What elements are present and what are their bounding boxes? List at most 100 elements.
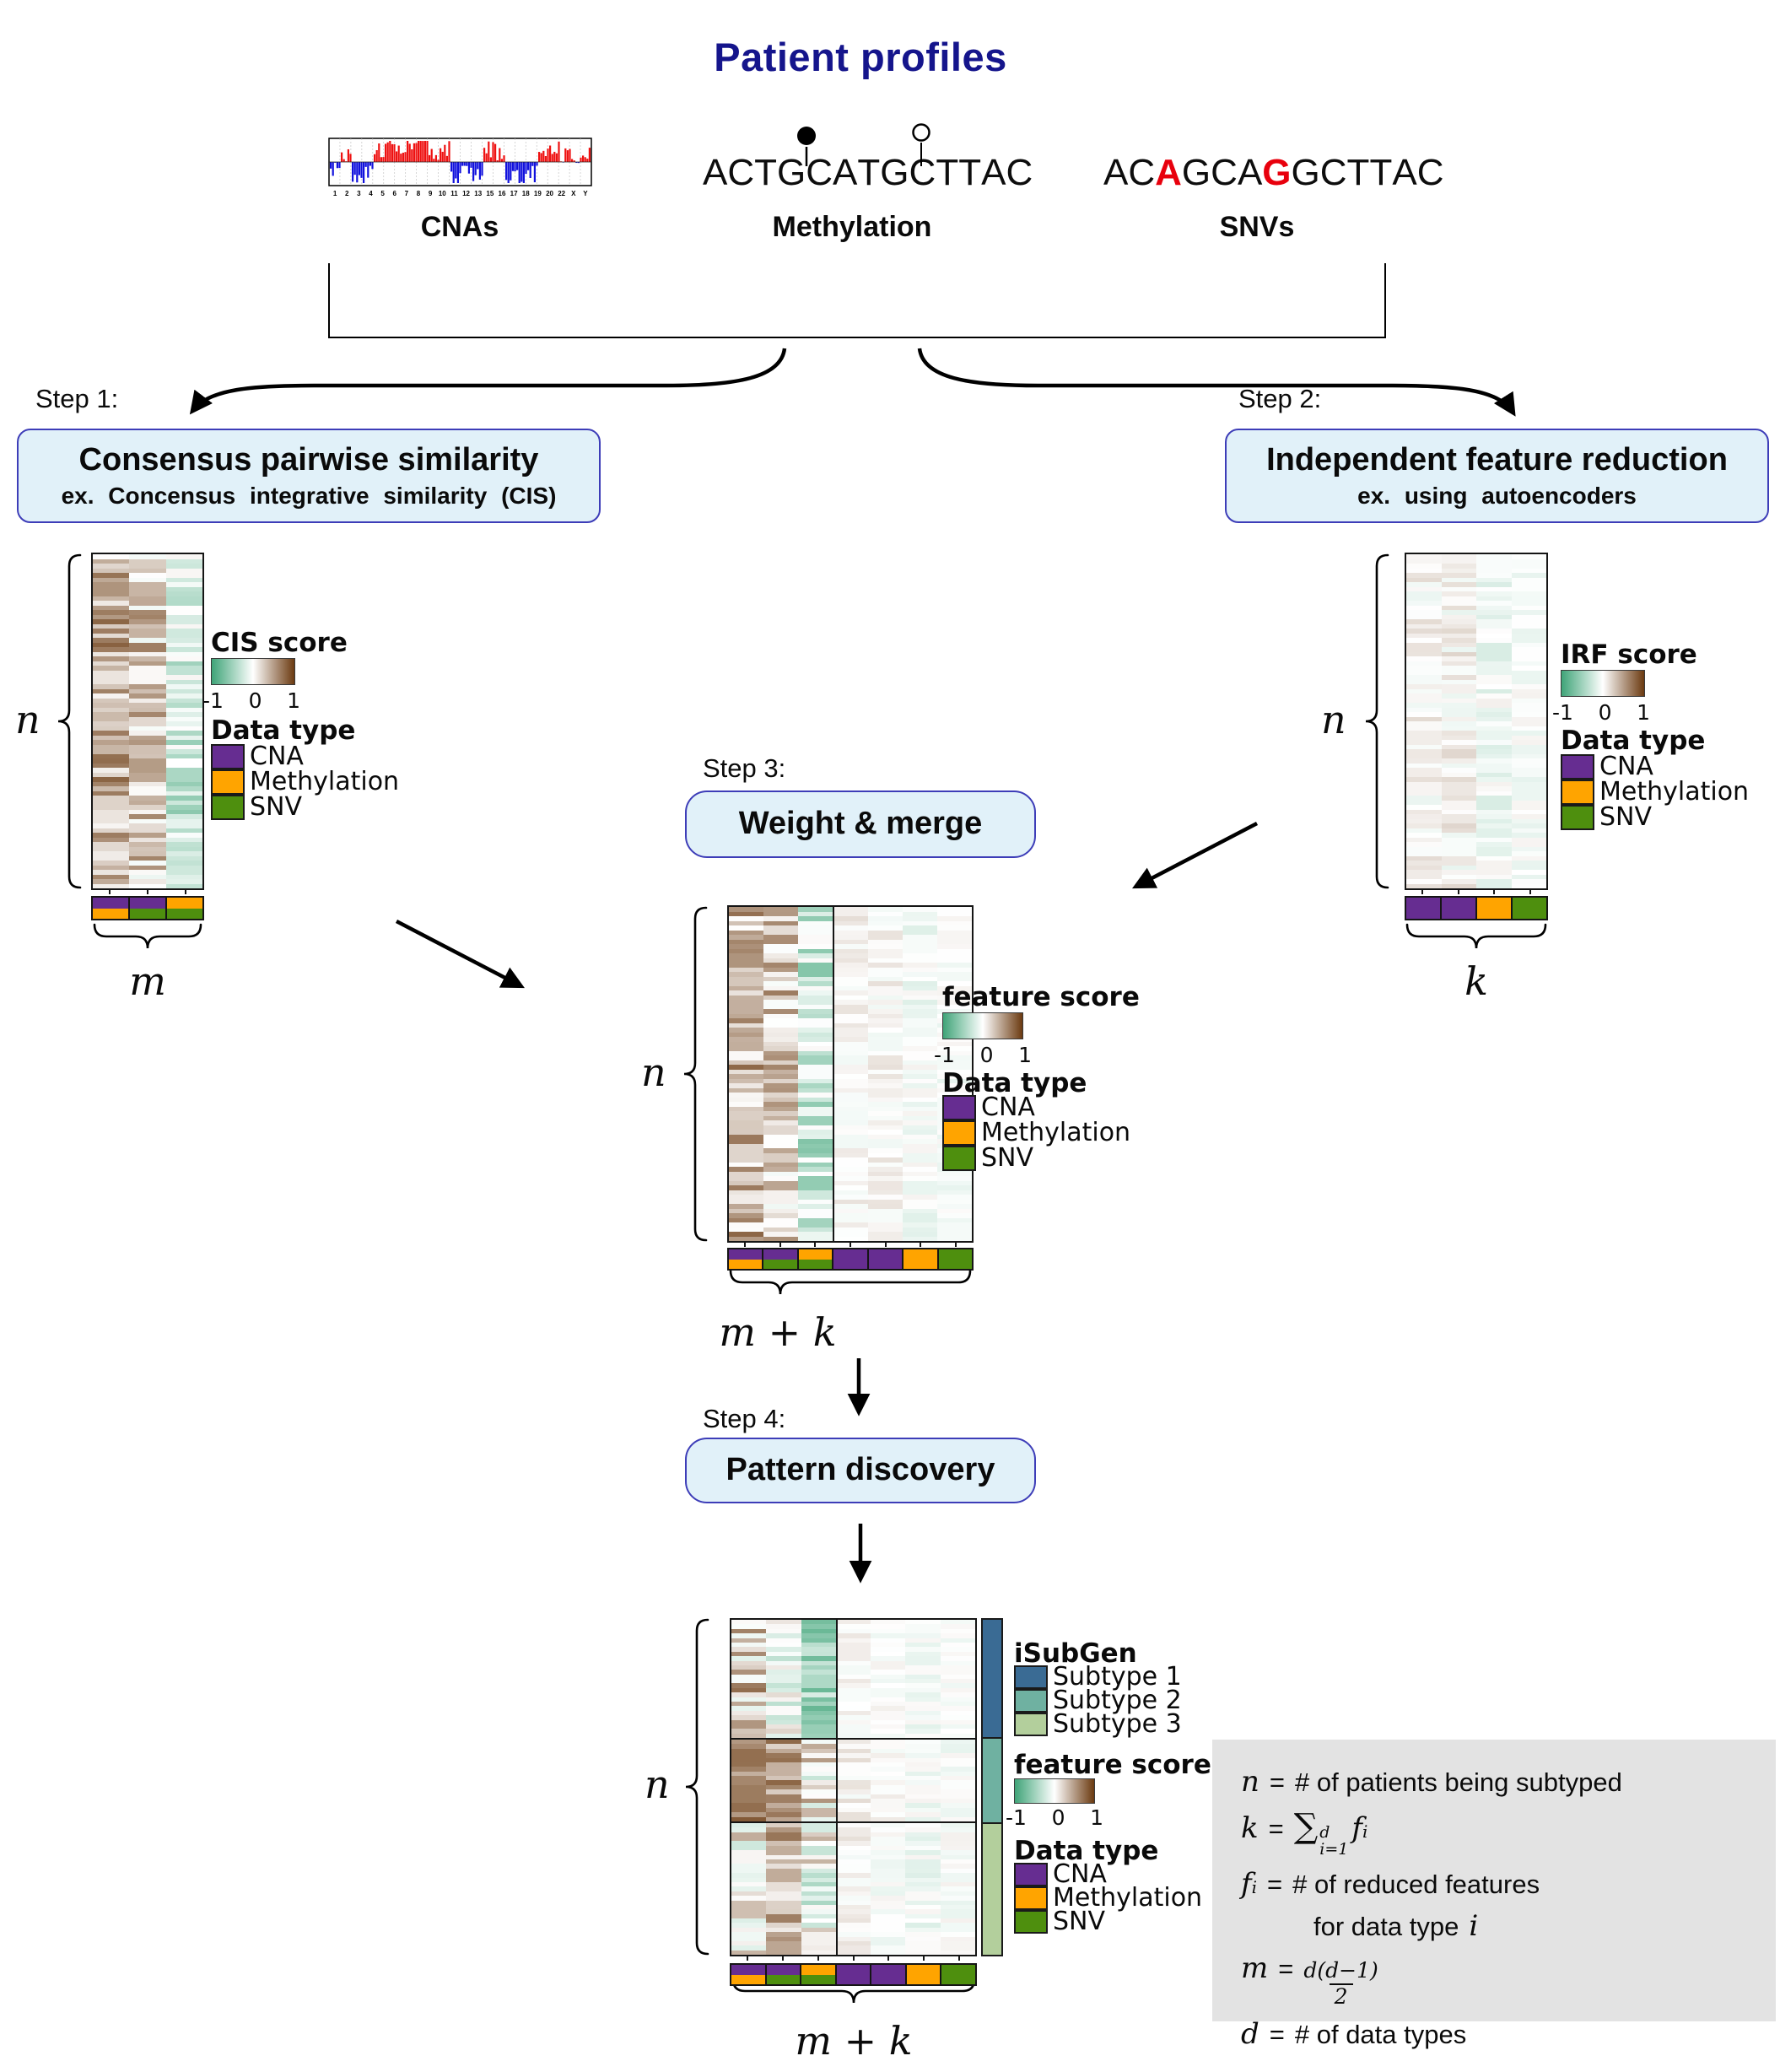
data-type-legend-title-middle: Data type xyxy=(942,1068,1087,1098)
subtype1-swatch xyxy=(1014,1665,1048,1689)
snv-swatch-label: SNV xyxy=(1053,1907,1106,1936)
equals-sign: = xyxy=(1278,1953,1294,1983)
def-line-m: m = d(d−1) 2 xyxy=(1241,1951,1747,2010)
step2-subtitle: ex. using autoencoders xyxy=(1357,482,1637,509)
methylation-swatch xyxy=(942,1120,976,1146)
svg-text:19: 19 xyxy=(534,190,542,197)
sigma-lower: i=1 xyxy=(1319,1839,1349,1859)
def-n-text: # of patients being subtyped xyxy=(1295,1767,1622,1797)
tick-1: 1 xyxy=(287,688,300,713)
def-f-text: # of reduced features xyxy=(1292,1869,1540,1899)
subtype-sidebar xyxy=(981,1618,1003,1956)
svg-text:6: 6 xyxy=(393,190,397,197)
data-type-legend-title-final: Data type xyxy=(1014,1836,1159,1866)
n-label-right: n xyxy=(1321,697,1346,742)
snv-swatch xyxy=(942,1146,976,1171)
step2-box: Independent feature reduction ex. using … xyxy=(1225,429,1769,523)
cis-heatmap-ticks xyxy=(91,890,204,895)
subtype2-bar xyxy=(981,1739,1003,1825)
def-line-n: n = # of patients being subtyped xyxy=(1241,1765,1747,1799)
step4-title: Pattern discovery xyxy=(725,1452,995,1488)
irf-score-gradient xyxy=(1561,670,1645,697)
var-n: n xyxy=(1241,1765,1259,1799)
cna-swatch-label: CNA xyxy=(981,1093,1035,1122)
feature-score-ticks: -1 0 1 xyxy=(934,1043,1032,1067)
cis-score-legend-title: CIS score xyxy=(211,628,348,658)
tick-neg1: -1 xyxy=(1006,1805,1027,1830)
n-brace-middle xyxy=(683,906,708,1242)
def-line-k: k = ∑ d i=1 f i xyxy=(1241,1807,1747,1859)
feature-score-legend-title-final: feature score xyxy=(1014,1750,1211,1780)
step3-label: Step 3: xyxy=(703,753,786,783)
cna-label: CNAs xyxy=(420,211,499,243)
snv-swatch xyxy=(1014,1910,1048,1934)
svg-text:4: 4 xyxy=(369,190,373,197)
irf-heatmap xyxy=(1405,553,1548,890)
fraction-denominator: 2 xyxy=(1329,1983,1353,2010)
svg-text:16: 16 xyxy=(499,190,506,197)
merged-heatmap xyxy=(727,905,974,1243)
def-line-f2: for data type i xyxy=(1241,1909,1747,1943)
step1-label: Step 1: xyxy=(35,384,119,413)
mk-brace-middle xyxy=(729,1269,972,1295)
def-d-text: # of data types xyxy=(1294,2020,1467,2050)
n-brace-left xyxy=(57,553,82,889)
tick-1: 1 xyxy=(1090,1805,1103,1830)
n-label-final: n xyxy=(645,1762,670,1807)
svg-text:13: 13 xyxy=(474,190,482,197)
step2-label: Step 2: xyxy=(1238,384,1322,413)
page-title: Patient profiles xyxy=(714,35,1007,79)
snv-swatch-label: SNV xyxy=(981,1143,1034,1173)
subtype3-swatch xyxy=(1014,1713,1048,1736)
svg-text:11: 11 xyxy=(450,190,458,197)
tick-neg1: -1 xyxy=(202,688,224,713)
equals-sign: = xyxy=(1268,1814,1284,1843)
methylation-swatch-label: Methylation xyxy=(1053,1883,1203,1913)
var-i: i xyxy=(1469,1908,1479,1943)
tick-1: 1 xyxy=(1018,1043,1032,1067)
merged-heatmap-divider xyxy=(833,907,834,1241)
methylation-swatch xyxy=(1014,1886,1048,1910)
methylation-swatch xyxy=(211,769,245,795)
svg-text:5: 5 xyxy=(380,190,385,197)
profiles-bracket xyxy=(328,263,1386,338)
m-label: m xyxy=(129,958,166,1004)
svg-text:22: 22 xyxy=(558,190,565,197)
step4-label: Step 4: xyxy=(703,1404,786,1433)
methylation-label: Methylation xyxy=(772,211,932,243)
tick-0: 0 xyxy=(979,1043,994,1067)
step1-title: Consensus pairwise similarity xyxy=(78,442,539,478)
step3-box: Weight & merge xyxy=(685,790,1036,858)
methylation-swatch-label: Methylation xyxy=(1599,777,1750,807)
sigma-upper: d xyxy=(1319,1823,1330,1842)
var-m: m xyxy=(1241,1951,1269,1985)
cna-swatch xyxy=(1014,1863,1048,1886)
arrow-left-to-merge xyxy=(395,920,525,989)
cis-heatmap xyxy=(91,553,204,890)
n-label-left: n xyxy=(15,697,40,742)
svg-text:1: 1 xyxy=(333,190,337,197)
equals-sign: = xyxy=(1267,1869,1283,1899)
arrow-to-step1 xyxy=(189,348,787,415)
fraction-numerator: d(d−1) xyxy=(1303,1957,1378,1983)
tick-neg1: -1 xyxy=(934,1043,955,1067)
merged-annotation-bar xyxy=(727,1248,974,1271)
merged-heatmap-ticks xyxy=(727,1243,974,1248)
n-brace-final xyxy=(685,1618,709,1956)
data-type-legend-title-right: Data type xyxy=(1561,726,1706,756)
def-line-f: f i = # of reduced features xyxy=(1241,1867,1747,1901)
step4-box: Pattern discovery xyxy=(685,1438,1036,1503)
svg-text:9: 9 xyxy=(429,190,433,197)
cna-swatch xyxy=(942,1095,976,1120)
tick-neg1: -1 xyxy=(1552,700,1573,725)
subtype2-label: Subtype 2 xyxy=(1053,1686,1182,1715)
methylation-swatch-label: Methylation xyxy=(250,767,400,796)
m-brace xyxy=(93,923,202,949)
irf-score-ticks: -1 0 1 xyxy=(1552,700,1650,725)
svg-text:X: X xyxy=(571,190,576,197)
cna-swatch-label: CNA xyxy=(1599,752,1653,781)
cna-profile-plot: 1 2 3 4 5 6 7 8 9 10 11 12 13 15 16 17 18 19 20 22 X Y xyxy=(328,138,592,197)
var-k: k xyxy=(1241,1811,1259,1845)
k-label: k xyxy=(1464,958,1488,1004)
